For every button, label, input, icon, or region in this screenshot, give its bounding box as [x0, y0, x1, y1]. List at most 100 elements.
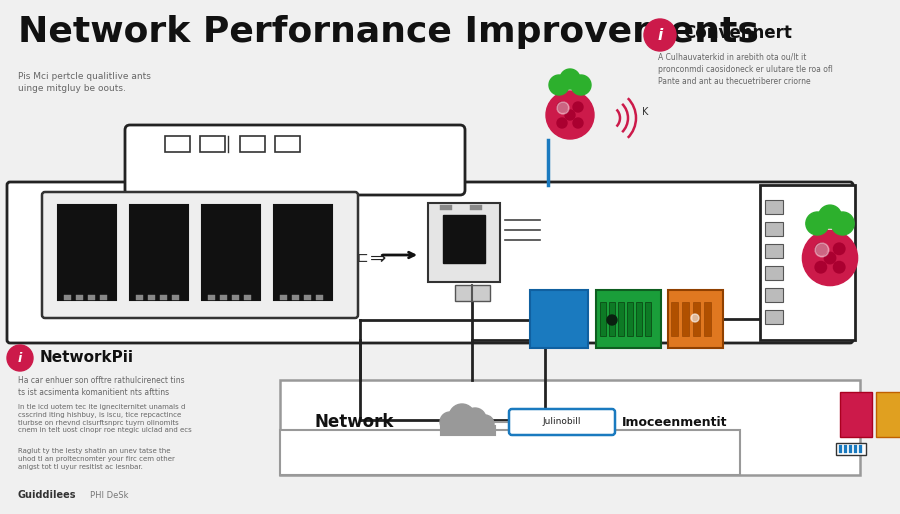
Bar [220, 295, 227, 300]
Circle shape [557, 102, 569, 114]
Bar [627, 302, 633, 336]
Text: A Culhauvaterkid in arebith ota ou/lt it
pronconmdi caosidoneck er ulutare tle r: A Culhauvaterkid in arebith ota ou/lt it… [658, 52, 832, 86]
Text: PHI DeSk: PHI DeSk [90, 491, 129, 500]
Bar [596, 290, 661, 348]
FancyBboxPatch shape [509, 409, 615, 435]
Bar [64, 295, 71, 300]
Bar [600, 302, 606, 336]
Circle shape [573, 102, 583, 112]
Bar [148, 295, 155, 300]
Circle shape [476, 415, 494, 433]
Bar [844, 445, 847, 453]
Circle shape [803, 230, 858, 286]
Bar [130, 205, 188, 300]
Bar [765, 222, 783, 236]
Text: In tle icd uotem tec ite igneciternitet unamals d
csscrind iting hishbuy, is isc: In tle icd uotem tec ite igneciternitet … [18, 404, 192, 433]
Bar [765, 288, 783, 302]
Bar [88, 295, 95, 300]
Bar [244, 295, 251, 300]
Text: Pis Mci pertcle qualitlive ants
uinge mitgluy be oouts.: Pis Mci pertcle qualitlive ants uinge mi… [18, 72, 151, 93]
Text: Imoceenmentit: Imoceenmentit [622, 415, 727, 429]
Circle shape [560, 69, 580, 89]
Bar [165, 136, 190, 152]
Bar [645, 302, 651, 336]
Circle shape [449, 404, 475, 430]
Circle shape [644, 19, 676, 51]
Bar [443, 215, 485, 263]
Circle shape [824, 252, 836, 264]
Circle shape [815, 243, 826, 254]
Circle shape [833, 262, 845, 273]
Circle shape [464, 408, 486, 430]
Bar [200, 136, 225, 152]
Text: K: K [642, 107, 648, 117]
Bar [671, 302, 678, 336]
FancyBboxPatch shape [42, 192, 358, 318]
Circle shape [691, 314, 699, 322]
Bar [760, 185, 855, 340]
Bar [840, 392, 872, 437]
Bar [765, 244, 783, 258]
Bar [636, 302, 642, 336]
Bar [172, 295, 179, 300]
Text: Convennert: Convennert [683, 24, 792, 42]
Circle shape [571, 75, 591, 95]
Bar [765, 310, 783, 324]
Text: Network: Network [315, 413, 394, 431]
Bar [160, 295, 167, 300]
Circle shape [440, 412, 460, 432]
Bar [292, 295, 299, 300]
Text: i: i [18, 352, 22, 364]
Text: NetworkPii: NetworkPii [40, 351, 134, 365]
Bar [202, 205, 260, 300]
Circle shape [557, 102, 567, 112]
Bar [530, 290, 588, 348]
Bar [839, 445, 842, 453]
FancyBboxPatch shape [7, 182, 853, 343]
Bar [440, 205, 452, 210]
Bar [693, 302, 700, 336]
Bar [668, 290, 723, 348]
Bar [836, 443, 866, 455]
Text: ⇒: ⇒ [370, 248, 386, 267]
Bar [876, 392, 900, 437]
Bar [274, 205, 332, 300]
Bar [232, 295, 239, 300]
FancyBboxPatch shape [125, 125, 465, 195]
Circle shape [806, 212, 829, 235]
Bar [275, 136, 300, 152]
Bar [280, 430, 740, 475]
Bar [100, 295, 107, 300]
Text: i: i [657, 28, 662, 43]
Bar [854, 445, 857, 453]
Bar [765, 200, 783, 214]
Bar [859, 445, 862, 453]
Bar [316, 295, 323, 300]
Circle shape [573, 118, 583, 128]
Text: ⊏: ⊏ [356, 251, 368, 265]
Bar [849, 445, 852, 453]
Bar [58, 205, 116, 300]
Bar [240, 136, 265, 152]
Bar [470, 205, 482, 210]
Bar [765, 266, 783, 280]
Circle shape [549, 75, 569, 95]
Circle shape [832, 212, 854, 235]
Text: Guiddilees: Guiddilees [18, 490, 76, 500]
Bar [136, 295, 143, 300]
Circle shape [557, 118, 567, 128]
Text: Julinobill: Julinobill [543, 417, 581, 427]
Circle shape [607, 315, 617, 325]
Bar [280, 295, 287, 300]
Bar [682, 302, 689, 336]
Circle shape [815, 262, 826, 273]
Bar [208, 295, 215, 300]
Bar [618, 302, 624, 336]
Text: Network Perfornance Improvements: Network Perfornance Improvements [18, 15, 759, 49]
Bar [455, 285, 490, 301]
Bar [280, 380, 860, 475]
Circle shape [815, 243, 829, 257]
Text: Ha car enhuer son offtre rathulcirenect tins
ts ist acsimenta komanitient nts af: Ha car enhuer son offtre rathulcirenect … [18, 376, 184, 397]
FancyBboxPatch shape [428, 203, 500, 282]
Text: Raglut ty the lesty shatin an unev tatse the
uhod tl an proltecnomter your firc : Raglut ty the lesty shatin an unev tatse… [18, 448, 175, 469]
